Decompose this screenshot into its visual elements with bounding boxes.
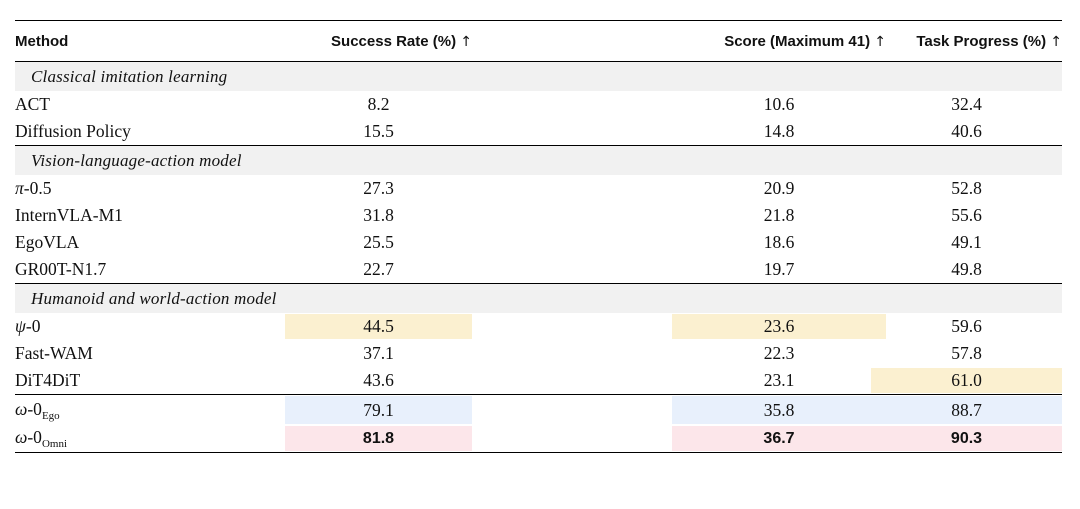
score-value: 14.8 xyxy=(763,121,795,141)
progress-value: 49.1 xyxy=(951,232,982,252)
success-value: 15.5 xyxy=(363,121,394,141)
success-value-highlighted: 44.5 xyxy=(285,314,472,339)
method-name: DiT4DiT xyxy=(15,370,81,390)
score-value: 23.1 xyxy=(763,370,795,390)
table-row: ACT 8.2 10.6 32.4 xyxy=(15,91,1062,118)
table-row: Diffusion Policy 15.5 14.8 40.6 xyxy=(15,118,1062,146)
results-table: Method Success Rate (%) ↑ Score (Maximum… xyxy=(15,20,1062,453)
results-table-container: Method Success Rate (%) ↑ Score (Maximum… xyxy=(15,20,1062,453)
method-name: Diffusion Policy xyxy=(15,121,131,141)
progress-value: 55.6 xyxy=(951,205,982,225)
score-value: 22.3 xyxy=(763,343,795,363)
table-row-ours: ω-0Ego 79.1 35.8 88.7 xyxy=(15,394,1062,425)
up-arrow-icon: ↑ xyxy=(460,33,472,50)
score-value: 18.6 xyxy=(763,232,795,252)
success-value-highlighted: 79.1 xyxy=(285,396,472,424)
progress-value: 32.4 xyxy=(951,94,982,114)
table-row: Fast-WAM 37.1 22.3 57.8 xyxy=(15,340,1062,367)
success-value: 27.3 xyxy=(363,178,394,198)
score-value-highlighted: 23.6 xyxy=(672,314,886,339)
task-progress-header: Task Progress (%) ↑ xyxy=(916,32,1062,50)
method-name: InternVLA-M1 xyxy=(15,205,123,225)
score-value: 10.6 xyxy=(763,94,795,114)
method-name: π-0.5 xyxy=(15,178,52,198)
success-value: 31.8 xyxy=(363,205,394,225)
progress-value-highlighted: 61.0 xyxy=(871,368,1062,393)
table-row: InternVLA-M1 31.8 21.8 55.6 xyxy=(15,202,1062,229)
method-name: ω-0Omni xyxy=(15,425,270,453)
method-header: Method xyxy=(15,32,69,50)
score-value: 19.7 xyxy=(763,259,795,279)
success-value: 22.7 xyxy=(363,259,394,279)
progress-value-best: 90.3 xyxy=(871,426,1062,451)
up-arrow-icon: ↑ xyxy=(1050,33,1062,50)
section-header: Humanoid and world-action model xyxy=(15,283,1062,313)
table-row: DiT4DiT 43.6 23.1 61.0 xyxy=(15,367,1062,395)
table-row: ψ-0 44.5 23.6 59.6 xyxy=(15,313,1062,340)
score-value: 21.8 xyxy=(763,205,795,225)
score-value: 20.9 xyxy=(763,178,795,198)
progress-value-highlighted: 88.7 xyxy=(871,396,1062,424)
table-row: π-0.5 27.3 20.9 52.8 xyxy=(15,175,1062,202)
header-row: Method Success Rate (%) ↑ Score (Maximum… xyxy=(15,20,1062,62)
table-row: GR00T-N1.7 22.7 19.7 49.8 xyxy=(15,256,1062,284)
method-name: Fast-WAM xyxy=(15,343,93,363)
progress-value: 57.8 xyxy=(951,343,982,363)
success-value-best: 81.8 xyxy=(285,426,472,451)
method-name: ω-0Ego xyxy=(15,394,270,425)
method-name: ψ-0 xyxy=(15,316,41,336)
success-value: 8.2 xyxy=(367,94,390,114)
method-name: EgoVLA xyxy=(15,232,80,252)
table-row-ours: ω-0Omni 81.8 36.7 90.3 xyxy=(15,425,1062,453)
progress-value: 59.6 xyxy=(951,316,982,336)
score-value-best: 36.7 xyxy=(672,426,886,451)
progress-value: 40.6 xyxy=(951,121,982,141)
score-header: Score (Maximum 41) ↑ xyxy=(724,32,886,50)
progress-value: 52.8 xyxy=(951,178,982,198)
up-arrow-icon: ↑ xyxy=(874,33,886,50)
success-value: 25.5 xyxy=(363,232,394,252)
success-value: 43.6 xyxy=(363,370,394,390)
section-header: Vision-language-action model xyxy=(15,145,1062,175)
progress-value: 49.8 xyxy=(951,259,982,279)
table-row: EgoVLA 25.5 18.6 49.1 xyxy=(15,229,1062,256)
success-rate-header: Success Rate (%) ↑ xyxy=(331,32,472,50)
section-header: Classical imitation learning xyxy=(15,61,1062,91)
method-name: GR00T-N1.7 xyxy=(15,259,107,279)
method-name: ACT xyxy=(15,94,50,114)
score-value-highlighted: 35.8 xyxy=(672,396,886,424)
success-value: 37.1 xyxy=(363,343,394,363)
